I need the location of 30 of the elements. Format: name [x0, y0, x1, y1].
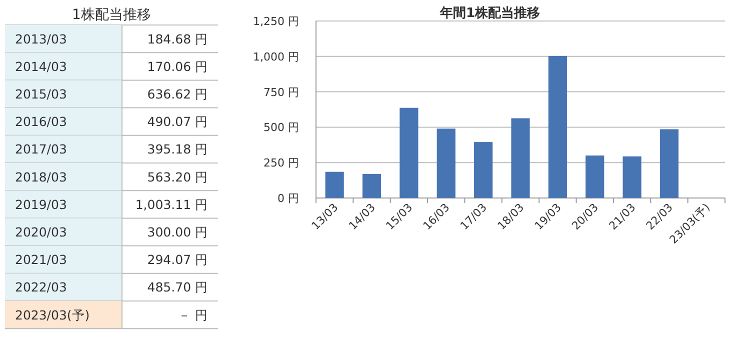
y-tick-label: 1,000 円 [253, 50, 299, 64]
text: 395.18 円 [147, 142, 208, 157]
y-tick-label: 750 円 [264, 86, 299, 99]
y-tick-label: 250 円 [264, 156, 299, 170]
text: 1株配当推移 [72, 7, 151, 23]
text: 1,003.11 円 [135, 196, 208, 212]
text: 294.07 円 [147, 252, 208, 268]
y-tick-label: 0 円 [278, 192, 299, 205]
text: 184.68 円 [147, 31, 208, 46]
category-label: 2015/03 [15, 86, 67, 102]
text: 563.20 円 [147, 169, 208, 184]
y-tick-label: 1,250 円 [253, 15, 299, 28]
category-label: 2018/03 [15, 169, 67, 184]
category-label: 2020/03 [15, 224, 67, 240]
text: 170.06 円 [147, 58, 208, 74]
category-label: 2014/03 [15, 58, 67, 74]
text: 485.70 円 [147, 280, 208, 295]
text: 636.62 円 [147, 86, 208, 102]
text: 490.07 円 [147, 114, 208, 130]
text: 300.00 円 [147, 224, 208, 240]
category-label: 2023/03(予) [15, 307, 90, 322]
text: － 円 [178, 307, 208, 322]
category-label: 2021/03 [15, 252, 67, 268]
category-label: 2019/03 [15, 196, 67, 212]
category-label: 2022/03 [15, 280, 67, 295]
y-tick-label: 500 円 [264, 121, 299, 134]
category-label: 2017/03 [15, 142, 67, 157]
category-label: 2016/03 [15, 114, 67, 130]
chart-title: 年間1株配当推移 [438, 6, 540, 21]
category-label: 2013/03 [15, 31, 67, 46]
